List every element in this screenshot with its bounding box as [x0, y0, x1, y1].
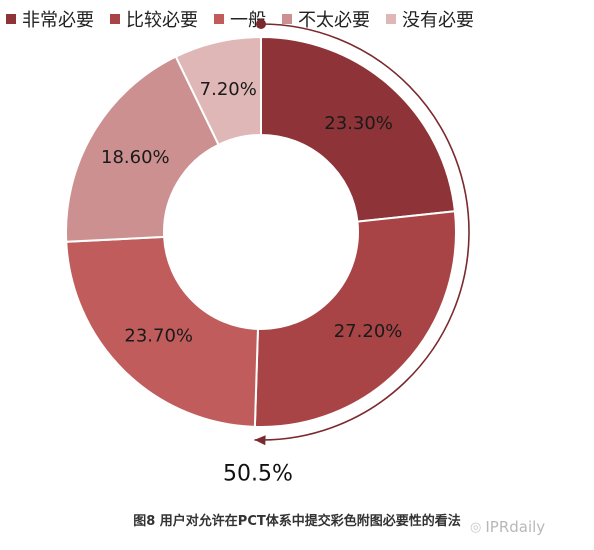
legend-swatch [282, 14, 292, 24]
legend-swatch [214, 14, 224, 24]
legend-item: 不太必要 [282, 6, 370, 32]
legend-label: 没有必要 [402, 10, 474, 31]
legend-item: 没有必要 [386, 6, 474, 32]
annotation-arc [254, 23, 470, 441]
legend-label: 比较必要 [126, 10, 198, 31]
legend-item: 非常必要 [6, 6, 94, 32]
donut-chart: 23.30% 27.20% 23.70% 18.60% 7.20% 50.5% [65, 19, 470, 487]
donut-slice [65, 235, 259, 428]
annotation-arc-start [256, 19, 266, 29]
data-label: 18.60% [101, 147, 170, 168]
data-label: 27.20% [334, 321, 403, 342]
legend-swatch [110, 14, 120, 24]
donut-slice [253, 210, 457, 428]
donut-slice [65, 55, 220, 243]
annotation-label: 50.5% [223, 462, 293, 487]
figure-caption: 图8 用户对允许在PCT体系中提交彩色附图必要性的看法 [133, 514, 461, 529]
watermark-text: IPRdaily [485, 518, 546, 536]
wechat-icon: ◎ [470, 519, 482, 535]
data-label: 7.20% [200, 79, 257, 100]
watermark: ◎ IPRdaily [470, 518, 545, 536]
chart-legend: 非常必要 比较必要 一般 不太必要 没有必要 [6, 6, 594, 32]
donut-slice [174, 35, 262, 147]
legend-label: 非常必要 [22, 10, 94, 31]
legend-item: 比较必要 [110, 6, 198, 32]
legend-swatch [386, 14, 396, 24]
annotation-arrowhead [254, 435, 266, 446]
legend-label: 不太必要 [298, 10, 370, 31]
data-label: 23.70% [124, 326, 193, 347]
legend-swatch [6, 14, 16, 24]
donut-slice [260, 35, 456, 223]
data-label: 23.30% [324, 113, 393, 134]
